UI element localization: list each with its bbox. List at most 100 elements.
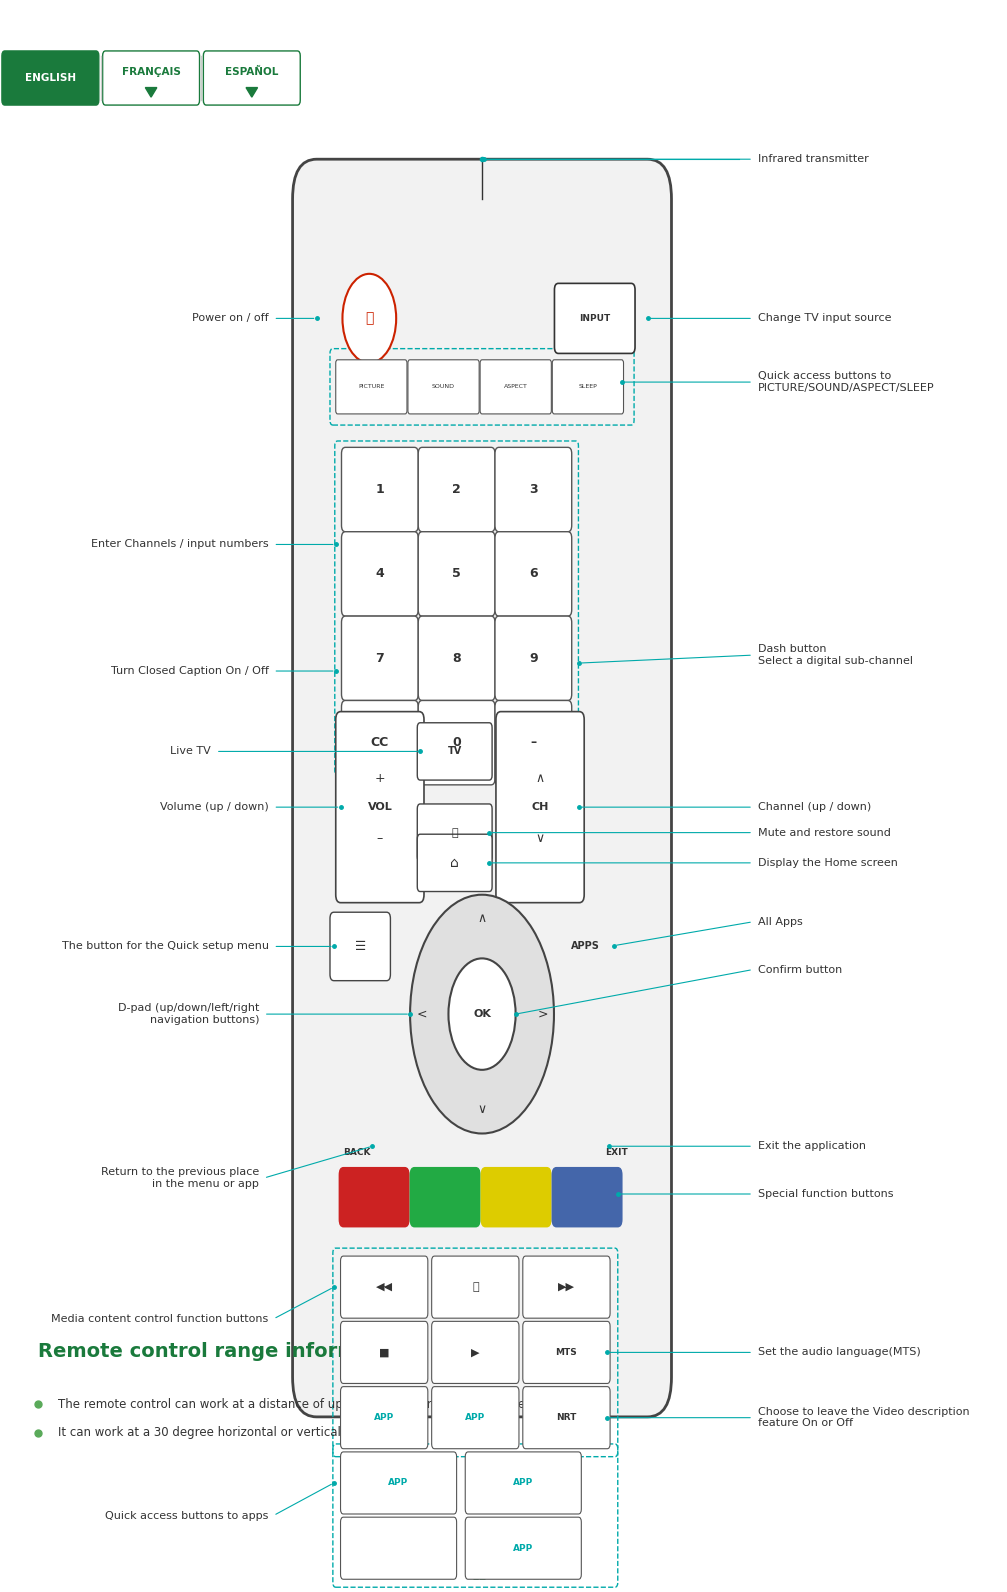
Text: ☰: ☰ — [354, 939, 366, 954]
Text: 8: 8 — [452, 651, 461, 665]
Text: All Apps: All Apps — [758, 917, 803, 927]
FancyBboxPatch shape — [340, 1452, 456, 1514]
Text: ▶▶: ▶▶ — [558, 1282, 575, 1293]
FancyBboxPatch shape — [2, 51, 99, 105]
Text: Volume (up / down): Volume (up / down) — [160, 802, 269, 812]
Text: 5: 5 — [452, 567, 461, 581]
Circle shape — [342, 274, 396, 363]
Text: The button for the Quick setup menu: The button for the Quick setup menu — [61, 941, 269, 952]
FancyBboxPatch shape — [293, 159, 672, 1417]
Text: CC: CC — [371, 736, 389, 750]
Text: 7: 7 — [376, 651, 385, 665]
Polygon shape — [246, 88, 258, 97]
Text: 🔇: 🔇 — [451, 828, 458, 837]
FancyBboxPatch shape — [335, 712, 424, 903]
FancyBboxPatch shape — [495, 712, 584, 903]
Text: APP: APP — [389, 1479, 409, 1487]
Text: Display the Home screen: Display the Home screen — [758, 858, 897, 868]
Text: APPS: APPS — [571, 941, 599, 950]
FancyBboxPatch shape — [523, 1256, 610, 1318]
Text: +: + — [375, 772, 386, 785]
Text: PICTURE: PICTURE — [358, 384, 385, 390]
Text: Quick access buttons to
PICTURE/SOUND/ASPECT/SLEEP: Quick access buttons to PICTURE/SOUND/AS… — [758, 371, 934, 393]
Text: 12: 12 — [471, 1570, 487, 1582]
Text: APP: APP — [514, 1544, 534, 1552]
Text: ∧: ∧ — [477, 912, 486, 925]
Text: Enter Channels / input numbers: Enter Channels / input numbers — [91, 540, 269, 549]
Text: ⏻: ⏻ — [366, 312, 374, 325]
Text: EXIT: EXIT — [605, 1148, 628, 1157]
Text: APP: APP — [374, 1414, 395, 1422]
Text: CH: CH — [532, 802, 549, 812]
Circle shape — [448, 958, 516, 1070]
FancyBboxPatch shape — [410, 1167, 480, 1227]
FancyBboxPatch shape — [555, 283, 635, 353]
FancyBboxPatch shape — [103, 51, 199, 105]
FancyBboxPatch shape — [495, 700, 572, 785]
FancyBboxPatch shape — [552, 1167, 622, 1227]
FancyBboxPatch shape — [465, 1517, 581, 1579]
Text: Turn Closed Caption On / Off: Turn Closed Caption On / Off — [111, 665, 269, 677]
FancyBboxPatch shape — [432, 1387, 519, 1449]
Text: ⌂: ⌂ — [450, 856, 459, 869]
Polygon shape — [145, 88, 157, 97]
Text: Dash button
Select a digital sub-channel: Dash button Select a digital sub-channel — [758, 645, 912, 665]
FancyBboxPatch shape — [203, 51, 300, 105]
Text: NRT: NRT — [556, 1414, 577, 1422]
Text: D-pad (up/down/left/right
navigation buttons): D-pad (up/down/left/right navigation but… — [118, 1003, 259, 1025]
FancyBboxPatch shape — [341, 532, 418, 616]
Text: Infrared transmitter: Infrared transmitter — [758, 154, 869, 164]
Text: Set the audio language(MTS): Set the audio language(MTS) — [758, 1347, 920, 1358]
Text: APP: APP — [465, 1414, 485, 1422]
Text: <: < — [416, 1008, 427, 1020]
Text: 6: 6 — [529, 567, 538, 581]
Text: Choose to leave the Video description
feature On or Off: Choose to leave the Video description fe… — [758, 1407, 970, 1428]
FancyBboxPatch shape — [523, 1387, 610, 1449]
FancyBboxPatch shape — [340, 1517, 456, 1579]
FancyBboxPatch shape — [417, 723, 492, 780]
Text: VOL: VOL — [368, 802, 393, 812]
Text: 0: 0 — [452, 736, 461, 750]
Text: Mute and restore sound: Mute and restore sound — [758, 828, 891, 837]
Text: BACK: BACK — [343, 1148, 371, 1157]
Text: Live TV: Live TV — [170, 747, 211, 756]
FancyBboxPatch shape — [552, 360, 623, 414]
FancyBboxPatch shape — [408, 360, 479, 414]
Text: Confirm button: Confirm button — [758, 965, 842, 974]
Text: It can work at a 30 degree horizontal or vertical angle.: It can work at a 30 degree horizontal or… — [57, 1426, 381, 1439]
Text: Change TV input source: Change TV input source — [758, 314, 891, 323]
FancyBboxPatch shape — [432, 1321, 519, 1383]
FancyBboxPatch shape — [341, 616, 418, 700]
FancyBboxPatch shape — [418, 616, 495, 700]
FancyBboxPatch shape — [495, 616, 572, 700]
FancyBboxPatch shape — [418, 532, 495, 616]
FancyBboxPatch shape — [340, 1256, 428, 1318]
Text: ⏸: ⏸ — [472, 1282, 478, 1293]
Text: Power on / off: Power on / off — [192, 314, 269, 323]
Text: ■: ■ — [379, 1347, 390, 1358]
Text: >: > — [537, 1008, 548, 1020]
Text: Exit the application: Exit the application — [758, 1141, 866, 1151]
Text: ∨: ∨ — [477, 1103, 486, 1116]
Text: FRANÇAIS: FRANÇAIS — [122, 67, 180, 76]
Text: Return to the previous place
in the menu or app: Return to the previous place in the menu… — [101, 1167, 259, 1189]
Text: –: – — [531, 736, 537, 750]
Text: INPUT: INPUT — [579, 314, 610, 323]
Text: ◀◀: ◀◀ — [376, 1282, 393, 1293]
Text: SOUND: SOUND — [432, 384, 455, 390]
FancyBboxPatch shape — [330, 912, 391, 981]
FancyBboxPatch shape — [340, 1387, 428, 1449]
Text: 1: 1 — [376, 482, 385, 497]
FancyBboxPatch shape — [418, 447, 495, 532]
Text: Quick access buttons to apps: Quick access buttons to apps — [105, 1511, 269, 1520]
Text: TV: TV — [447, 747, 462, 756]
Text: Media content control function buttons: Media content control function buttons — [51, 1313, 269, 1325]
Text: 3: 3 — [529, 482, 538, 497]
FancyBboxPatch shape — [480, 1167, 552, 1227]
Text: ∨: ∨ — [536, 833, 545, 845]
FancyBboxPatch shape — [480, 360, 552, 414]
Text: 9: 9 — [529, 651, 538, 665]
FancyBboxPatch shape — [432, 1256, 519, 1318]
Text: ▶: ▶ — [471, 1347, 479, 1358]
FancyBboxPatch shape — [523, 1321, 610, 1383]
